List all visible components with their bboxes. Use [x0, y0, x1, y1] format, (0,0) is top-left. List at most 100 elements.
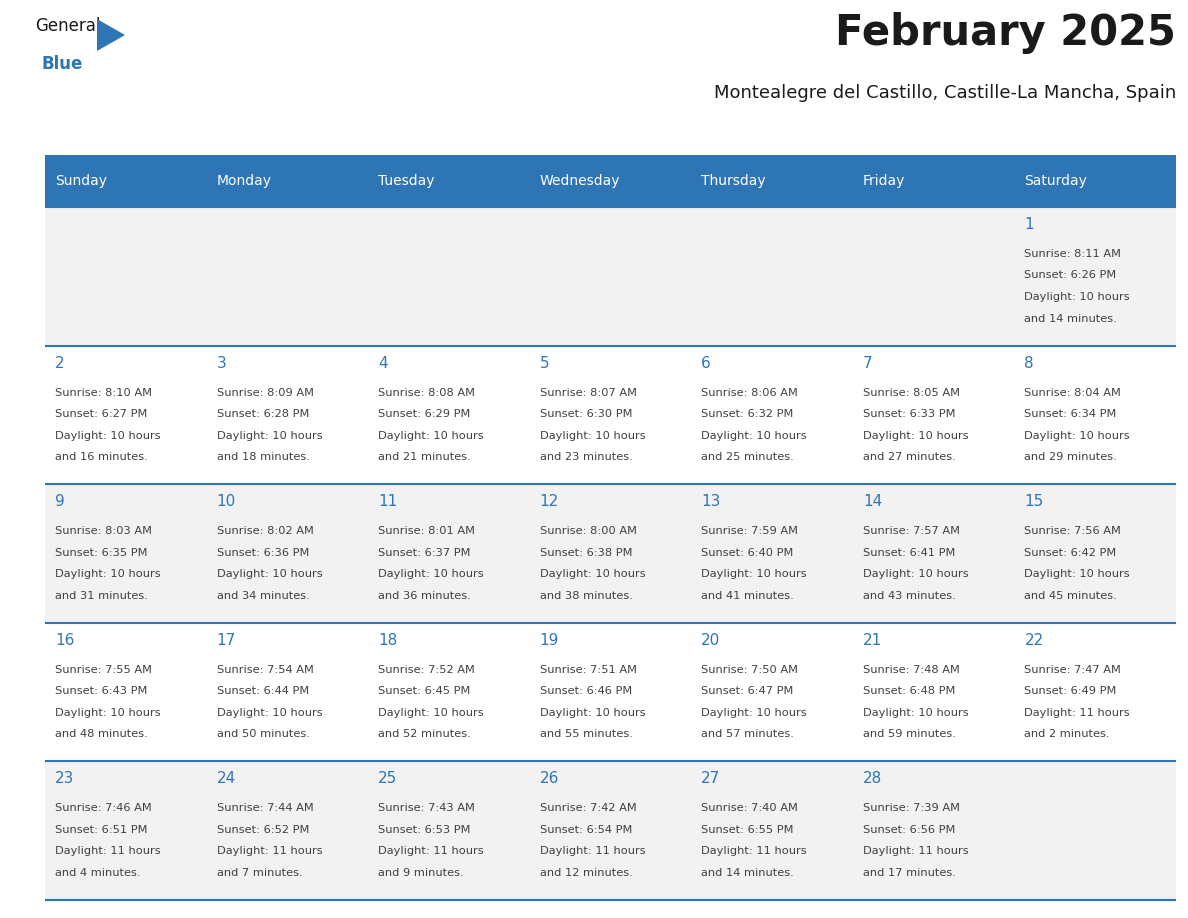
Text: Daylight: 10 hours: Daylight: 10 hours: [539, 708, 645, 718]
Text: 24: 24: [216, 771, 236, 787]
Text: Tuesday: Tuesday: [378, 174, 435, 188]
Text: Daylight: 10 hours: Daylight: 10 hours: [1024, 569, 1130, 579]
Text: and 21 minutes.: and 21 minutes.: [378, 452, 470, 462]
Text: 3: 3: [216, 355, 227, 371]
Text: Daylight: 10 hours: Daylight: 10 hours: [216, 431, 322, 441]
Text: and 14 minutes.: and 14 minutes.: [1024, 314, 1117, 323]
Text: 19: 19: [539, 633, 560, 648]
Text: Sunday: Sunday: [55, 174, 107, 188]
Text: Sunset: 6:34 PM: Sunset: 6:34 PM: [1024, 409, 1117, 420]
Text: Sunrise: 7:56 AM: Sunrise: 7:56 AM: [1024, 526, 1121, 536]
Text: Sunrise: 7:42 AM: Sunrise: 7:42 AM: [539, 803, 637, 813]
Text: 16: 16: [55, 633, 75, 648]
Text: Sunset: 6:36 PM: Sunset: 6:36 PM: [216, 548, 309, 558]
Text: Sunrise: 7:52 AM: Sunrise: 7:52 AM: [378, 665, 475, 675]
Text: Sunset: 6:48 PM: Sunset: 6:48 PM: [862, 687, 955, 696]
Text: Daylight: 10 hours: Daylight: 10 hours: [701, 569, 807, 579]
Text: and 7 minutes.: and 7 minutes.: [216, 868, 302, 878]
Text: 9: 9: [55, 494, 65, 509]
Text: Daylight: 10 hours: Daylight: 10 hours: [539, 431, 645, 441]
Text: Daylight: 11 hours: Daylight: 11 hours: [1024, 708, 1130, 718]
Bar: [530, 155, 691, 207]
Text: Sunrise: 7:40 AM: Sunrise: 7:40 AM: [701, 803, 798, 813]
Text: Daylight: 11 hours: Daylight: 11 hours: [701, 846, 807, 856]
Text: Sunset: 6:54 PM: Sunset: 6:54 PM: [539, 825, 632, 834]
Text: 2: 2: [55, 355, 64, 371]
Text: Sunrise: 7:48 AM: Sunrise: 7:48 AM: [862, 665, 960, 675]
Text: Sunset: 6:45 PM: Sunset: 6:45 PM: [378, 687, 470, 696]
Text: Daylight: 10 hours: Daylight: 10 hours: [539, 569, 645, 579]
Text: 23: 23: [55, 771, 75, 787]
Text: Sunrise: 7:54 AM: Sunrise: 7:54 AM: [216, 665, 314, 675]
Text: Sunrise: 8:06 AM: Sunrise: 8:06 AM: [701, 387, 798, 397]
Text: 17: 17: [216, 633, 236, 648]
Text: Sunrise: 7:47 AM: Sunrise: 7:47 AM: [1024, 665, 1121, 675]
Text: Sunrise: 8:01 AM: Sunrise: 8:01 AM: [378, 526, 475, 536]
Text: and 43 minutes.: and 43 minutes.: [862, 590, 955, 600]
Text: 10: 10: [216, 494, 236, 509]
Text: and 45 minutes.: and 45 minutes.: [1024, 590, 1117, 600]
Text: 6: 6: [701, 355, 712, 371]
Text: Daylight: 10 hours: Daylight: 10 hours: [216, 708, 322, 718]
Bar: [691, 155, 853, 207]
Text: and 17 minutes.: and 17 minutes.: [862, 868, 955, 878]
Text: Sunset: 6:26 PM: Sunset: 6:26 PM: [1024, 271, 1117, 281]
Text: 13: 13: [701, 494, 721, 509]
Text: 7: 7: [862, 355, 872, 371]
Text: Daylight: 11 hours: Daylight: 11 hours: [55, 846, 160, 856]
Text: Thursday: Thursday: [701, 174, 766, 188]
Text: and 31 minutes.: and 31 minutes.: [55, 590, 147, 600]
Text: Sunrise: 8:05 AM: Sunrise: 8:05 AM: [862, 387, 960, 397]
Polygon shape: [97, 19, 125, 51]
Text: Daylight: 10 hours: Daylight: 10 hours: [55, 431, 160, 441]
Text: 5: 5: [539, 355, 549, 371]
Text: Friday: Friday: [862, 174, 905, 188]
Text: and 25 minutes.: and 25 minutes.: [701, 452, 794, 462]
Bar: [853, 155, 1015, 207]
Text: and 41 minutes.: and 41 minutes.: [701, 590, 794, 600]
Text: Montealegre del Castillo, Castille-La Mancha, Spain: Montealegre del Castillo, Castille-La Ma…: [714, 84, 1176, 102]
Text: Sunset: 6:52 PM: Sunset: 6:52 PM: [216, 825, 309, 834]
Text: Sunrise: 8:00 AM: Sunrise: 8:00 AM: [539, 526, 637, 536]
Text: Sunrise: 8:02 AM: Sunrise: 8:02 AM: [216, 526, 314, 536]
Text: Daylight: 11 hours: Daylight: 11 hours: [378, 846, 484, 856]
Bar: [45, 484, 1176, 622]
Bar: [45, 207, 1176, 345]
Text: 14: 14: [862, 494, 883, 509]
Text: Daylight: 10 hours: Daylight: 10 hours: [378, 569, 484, 579]
Text: Sunrise: 7:57 AM: Sunrise: 7:57 AM: [862, 526, 960, 536]
Text: Sunrise: 7:50 AM: Sunrise: 7:50 AM: [701, 665, 798, 675]
Text: Sunrise: 8:04 AM: Sunrise: 8:04 AM: [1024, 387, 1121, 397]
Text: Daylight: 10 hours: Daylight: 10 hours: [701, 431, 807, 441]
Text: Sunrise: 7:59 AM: Sunrise: 7:59 AM: [701, 526, 798, 536]
Text: Sunset: 6:44 PM: Sunset: 6:44 PM: [216, 687, 309, 696]
Text: Sunset: 6:37 PM: Sunset: 6:37 PM: [378, 548, 470, 558]
Text: Daylight: 11 hours: Daylight: 11 hours: [862, 846, 968, 856]
Text: 11: 11: [378, 494, 398, 509]
Text: Sunset: 6:41 PM: Sunset: 6:41 PM: [862, 548, 955, 558]
Text: and 16 minutes.: and 16 minutes.: [55, 452, 147, 462]
Text: 15: 15: [1024, 494, 1044, 509]
Text: and 48 minutes.: and 48 minutes.: [55, 729, 147, 739]
Text: and 57 minutes.: and 57 minutes.: [701, 729, 794, 739]
Text: 22: 22: [1024, 633, 1044, 648]
Text: Sunset: 6:29 PM: Sunset: 6:29 PM: [378, 409, 470, 420]
Text: Sunrise: 8:11 AM: Sunrise: 8:11 AM: [1024, 249, 1121, 259]
Text: Sunrise: 7:55 AM: Sunrise: 7:55 AM: [55, 665, 152, 675]
Text: 25: 25: [378, 771, 398, 787]
Text: Sunset: 6:43 PM: Sunset: 6:43 PM: [55, 687, 147, 696]
Bar: [368, 155, 530, 207]
Text: Sunset: 6:51 PM: Sunset: 6:51 PM: [55, 825, 147, 834]
Text: Sunrise: 8:07 AM: Sunrise: 8:07 AM: [539, 387, 637, 397]
Text: Sunrise: 8:09 AM: Sunrise: 8:09 AM: [216, 387, 314, 397]
Text: Sunset: 6:27 PM: Sunset: 6:27 PM: [55, 409, 147, 420]
Text: and 59 minutes.: and 59 minutes.: [862, 729, 955, 739]
Text: Sunset: 6:28 PM: Sunset: 6:28 PM: [216, 409, 309, 420]
Text: Sunset: 6:42 PM: Sunset: 6:42 PM: [1024, 548, 1117, 558]
Text: and 9 minutes.: and 9 minutes.: [378, 868, 463, 878]
Text: Sunrise: 7:46 AM: Sunrise: 7:46 AM: [55, 803, 152, 813]
Text: and 4 minutes.: and 4 minutes.: [55, 868, 140, 878]
Text: and 29 minutes.: and 29 minutes.: [1024, 452, 1117, 462]
Text: Sunset: 6:32 PM: Sunset: 6:32 PM: [701, 409, 794, 420]
Bar: [45, 345, 1176, 484]
